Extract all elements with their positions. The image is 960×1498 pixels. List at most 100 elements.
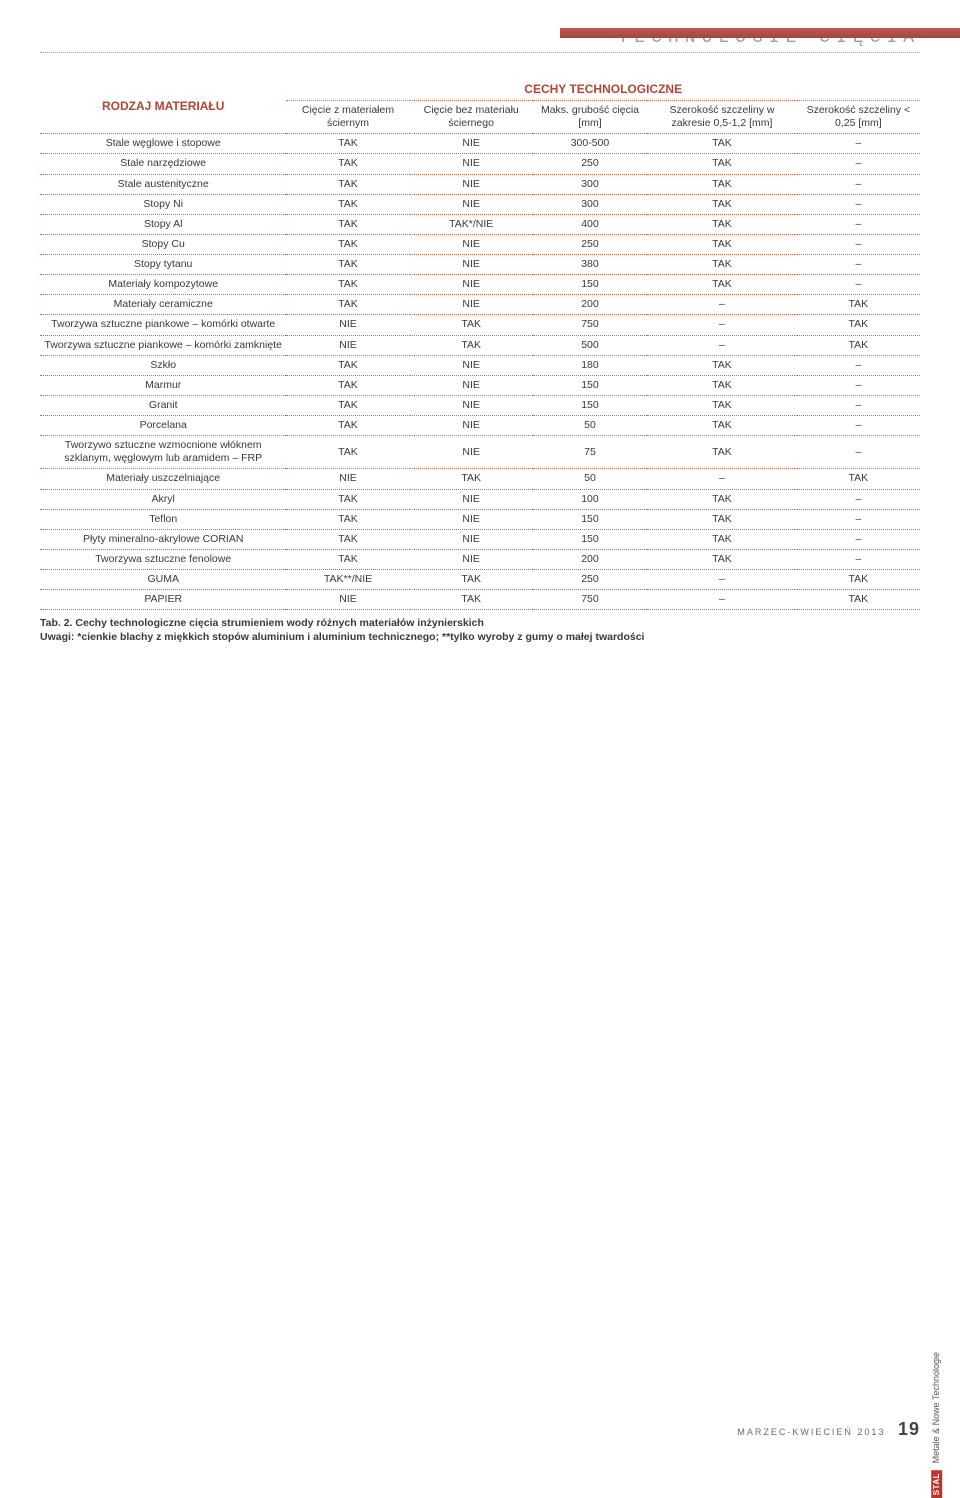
value-cell: TAK xyxy=(286,549,409,569)
value-cell: – xyxy=(797,549,920,569)
table-row: MarmurTAKNIE150TAK– xyxy=(40,375,920,395)
value-cell: NIE xyxy=(410,275,533,295)
footer-date: MARZEC-KWIECIEŃ 2013 xyxy=(737,1427,885,1437)
value-cell: NIE xyxy=(410,416,533,436)
value-cell: – xyxy=(797,174,920,194)
material-cell: GUMA xyxy=(40,570,286,590)
table-row: Materiały ceramiczneTAKNIE200–TAK xyxy=(40,295,920,315)
value-cell: NIE xyxy=(410,194,533,214)
value-cell: TAK xyxy=(286,154,409,174)
top-accent-bar xyxy=(560,28,960,38)
value-cell: TAK xyxy=(286,489,409,509)
value-cell: TAK xyxy=(647,395,797,415)
value-cell: TAK xyxy=(647,436,797,469)
value-cell: TAK xyxy=(647,214,797,234)
value-cell: NIE xyxy=(410,375,533,395)
value-cell: – xyxy=(797,255,920,275)
value-cell: 500 xyxy=(533,335,647,355)
caption-bold: Tab. 2. Cechy technologiczne cięcia stru… xyxy=(40,617,484,629)
material-cell: Granit xyxy=(40,395,286,415)
header-left: RODZAJ MATERIAŁU xyxy=(40,79,286,134)
material-cell: Tworzywa sztuczne piankowe – komórki otw… xyxy=(40,315,286,335)
value-cell: NIE xyxy=(410,395,533,415)
value-cell: NIE xyxy=(410,509,533,529)
value-cell: TAK xyxy=(286,214,409,234)
value-cell: NIE xyxy=(410,549,533,569)
value-cell: TAK xyxy=(647,134,797,154)
material-cell: Stopy Al xyxy=(40,214,286,234)
value-cell: – xyxy=(647,469,797,489)
value-cell: NIE xyxy=(410,529,533,549)
table-row: Tworzywa sztuczne piankowe – komórki otw… xyxy=(40,315,920,335)
table-row: Stale narzędzioweTAKNIE250TAK– xyxy=(40,154,920,174)
table-body: Stale węglowe i stopoweTAKNIE300-500TAK–… xyxy=(40,134,920,610)
value-cell: 250 xyxy=(533,154,647,174)
value-cell: TAK xyxy=(647,154,797,174)
value-cell: TAK xyxy=(410,590,533,610)
value-cell: – xyxy=(797,529,920,549)
value-cell: TAK xyxy=(797,570,920,590)
value-cell: – xyxy=(797,154,920,174)
value-cell: TAK xyxy=(647,255,797,275)
col-header: Cięcie z materiałem ściernym xyxy=(286,101,409,134)
value-cell: TAK xyxy=(286,295,409,315)
value-cell: – xyxy=(797,194,920,214)
col-header: Szerokość szczeliny w zakresie 0,5-1,2 [… xyxy=(647,101,797,134)
value-cell: 200 xyxy=(533,295,647,315)
value-cell: 380 xyxy=(533,255,647,275)
value-cell: TAK xyxy=(647,275,797,295)
value-cell: NIE xyxy=(410,134,533,154)
value-cell: 300 xyxy=(533,194,647,214)
value-cell: NIE xyxy=(410,234,533,254)
value-cell: TAK xyxy=(410,570,533,590)
value-cell: TAK xyxy=(797,590,920,610)
value-cell: TAK xyxy=(410,315,533,335)
tech-table: RODZAJ MATERIAŁU CECHY TECHNOLOGICZNE Ci… xyxy=(40,79,920,610)
material-cell: Szkło xyxy=(40,355,286,375)
value-cell: 150 xyxy=(533,509,647,529)
value-cell: NIE xyxy=(410,255,533,275)
material-cell: Stopy tytanu xyxy=(40,255,286,275)
value-cell: TAK xyxy=(797,315,920,335)
material-cell: Stopy Cu xyxy=(40,234,286,254)
value-cell: 150 xyxy=(533,395,647,415)
material-cell: Teflon xyxy=(40,509,286,529)
header-right: CECHY TECHNOLOGICZNE xyxy=(286,79,920,101)
material-cell: Porcelana xyxy=(40,416,286,436)
value-cell: TAK xyxy=(647,375,797,395)
table-row: Stopy CuTAKNIE250TAK– xyxy=(40,234,920,254)
value-cell: NIE xyxy=(410,489,533,509)
value-cell: 150 xyxy=(533,275,647,295)
value-cell: TAK xyxy=(286,355,409,375)
table-row: Tworzywa sztuczne fenoloweTAKNIE200TAK– xyxy=(40,549,920,569)
page-footer: MARZEC-KWIECIEŃ 2013 19 xyxy=(737,1419,920,1440)
table-row: Płyty mineralno-akrylowe CORIANTAKNIE150… xyxy=(40,529,920,549)
table-row: Stopy AlTAKTAK*/NIE400TAK– xyxy=(40,214,920,234)
value-cell: 180 xyxy=(533,355,647,375)
value-cell: TAK xyxy=(647,174,797,194)
value-cell: TAK xyxy=(647,529,797,549)
value-cell: – xyxy=(797,375,920,395)
value-cell: TAK xyxy=(286,194,409,214)
value-cell: – xyxy=(797,234,920,254)
value-cell: TAK xyxy=(286,436,409,469)
table-row: Tworzywo sztuczne wzmocnione włóknem szk… xyxy=(40,436,920,469)
value-cell: – xyxy=(797,489,920,509)
value-cell: TAK xyxy=(647,416,797,436)
value-cell: 50 xyxy=(533,416,647,436)
material-cell: Marmur xyxy=(40,375,286,395)
material-cell: Materiały kompozytowe xyxy=(40,275,286,295)
value-cell: – xyxy=(647,295,797,315)
value-cell: TAK xyxy=(410,469,533,489)
table-row: AkrylTAKNIE100TAK– xyxy=(40,489,920,509)
table-row: PAPIERNIETAK750–TAK xyxy=(40,590,920,610)
value-cell: – xyxy=(797,509,920,529)
value-cell: TAK xyxy=(647,509,797,529)
value-cell: – xyxy=(647,315,797,335)
value-cell: 300-500 xyxy=(533,134,647,154)
material-cell: Tworzywa sztuczne fenolowe xyxy=(40,549,286,569)
value-cell: TAK xyxy=(286,395,409,415)
value-cell: 750 xyxy=(533,315,647,335)
table-caption: Tab. 2. Cechy technologiczne cięcia stru… xyxy=(40,616,920,644)
value-cell: TAK xyxy=(286,234,409,254)
